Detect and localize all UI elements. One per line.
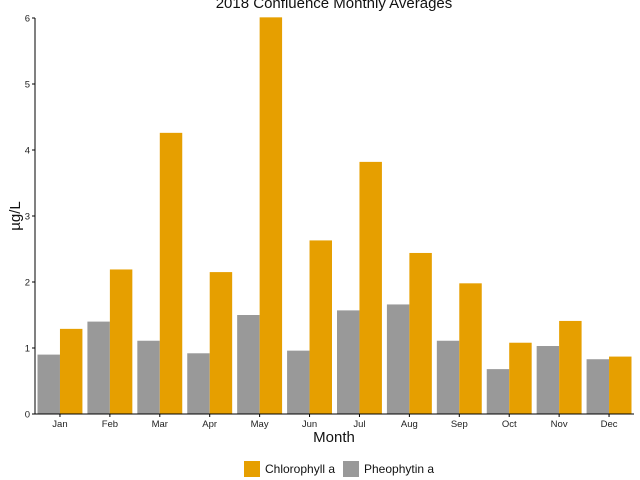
bar-pheophytin-a-mar	[137, 340, 160, 414]
y-tick-label: 6	[25, 14, 30, 25]
bar-chlorophyll-a-mar	[159, 132, 183, 414]
bar-chlorophyll-a-nov	[559, 320, 582, 414]
bar-pheophytin-a-apr	[187, 353, 210, 414]
x-tick-label: Jul	[353, 419, 365, 430]
bar-pheophytin-a-dec	[586, 359, 610, 414]
y-tick-label: 1	[25, 344, 30, 355]
x-tick-label: Nov	[551, 419, 568, 430]
x-tick-label: Aug	[401, 419, 418, 430]
x-tick-label: May	[251, 419, 269, 430]
bar-pheophytin-a-aug	[386, 304, 410, 414]
x-tick-label: Apr	[202, 419, 217, 430]
bar-chlorophyll-a-may	[259, 17, 283, 415]
bar-pheophytin-a-nov	[536, 346, 560, 414]
x-tick-label: Oct	[502, 419, 517, 430]
x-tick-label: Feb	[102, 419, 118, 430]
bars-group	[37, 17, 632, 415]
bar-pheophytin-a-oct	[486, 369, 510, 414]
x-tick-label: Dec	[601, 419, 618, 430]
legend-swatch-chlorophyll-a	[244, 461, 260, 477]
legend: Chlorophyll a Pheophytin a	[244, 461, 434, 477]
bar-chlorophyll-a-apr	[209, 272, 233, 414]
y-ticks-group: 0 1 2 3 4 5 6	[25, 14, 35, 421]
bar-pheophytin-a-may	[237, 315, 260, 414]
chart-title: 2018 Confluence Monthly Averages	[216, 0, 453, 12]
bar-pheophytin-a-sep	[436, 340, 460, 414]
x-tick-label: Jun	[302, 419, 317, 430]
legend-label-chlorophyll-a: Chlorophyll a	[265, 462, 335, 476]
bar-chlorophyll-a-oct	[509, 342, 532, 414]
bar-chlorophyll-a-aug	[409, 252, 432, 414]
x-axis-title: Month	[313, 429, 355, 446]
bar-pheophytin-a-jan	[37, 354, 60, 414]
x-tick-label: Sep	[451, 419, 468, 430]
y-tick-label: 2	[25, 278, 30, 289]
y-tick-label: 0	[25, 410, 30, 421]
x-tick-label: Jan	[52, 419, 67, 430]
y-axis-title: µg/L	[7, 201, 24, 231]
bar-chlorophyll-a-feb	[109, 269, 133, 414]
legend-swatch-pheophytin-a	[343, 461, 359, 477]
legend-label-pheophytin-a: Pheophytin a	[364, 462, 434, 476]
bar-chlorophyll-a-jun	[309, 240, 332, 414]
bar-chlorophyll-a-dec	[609, 356, 632, 414]
x-ticks-group: Jan Feb Mar Apr May Jun Jul Aug Sep Oct Nov Dec	[52, 414, 618, 430]
bar-pheophytin-a-jun	[287, 350, 310, 414]
y-tick-label: 3	[25, 212, 30, 223]
y-tick-label: 4	[25, 146, 30, 157]
bar-chlorophyll-a-sep	[459, 283, 482, 414]
bar-chlorophyll-a-jul	[359, 161, 382, 414]
bar-chlorophyll-a-jan	[59, 328, 83, 414]
x-tick-label: Mar	[152, 419, 168, 430]
y-tick-label: 5	[25, 80, 30, 91]
bar-pheophytin-a-feb	[87, 321, 110, 414]
bar-pheophytin-a-jul	[337, 310, 360, 414]
